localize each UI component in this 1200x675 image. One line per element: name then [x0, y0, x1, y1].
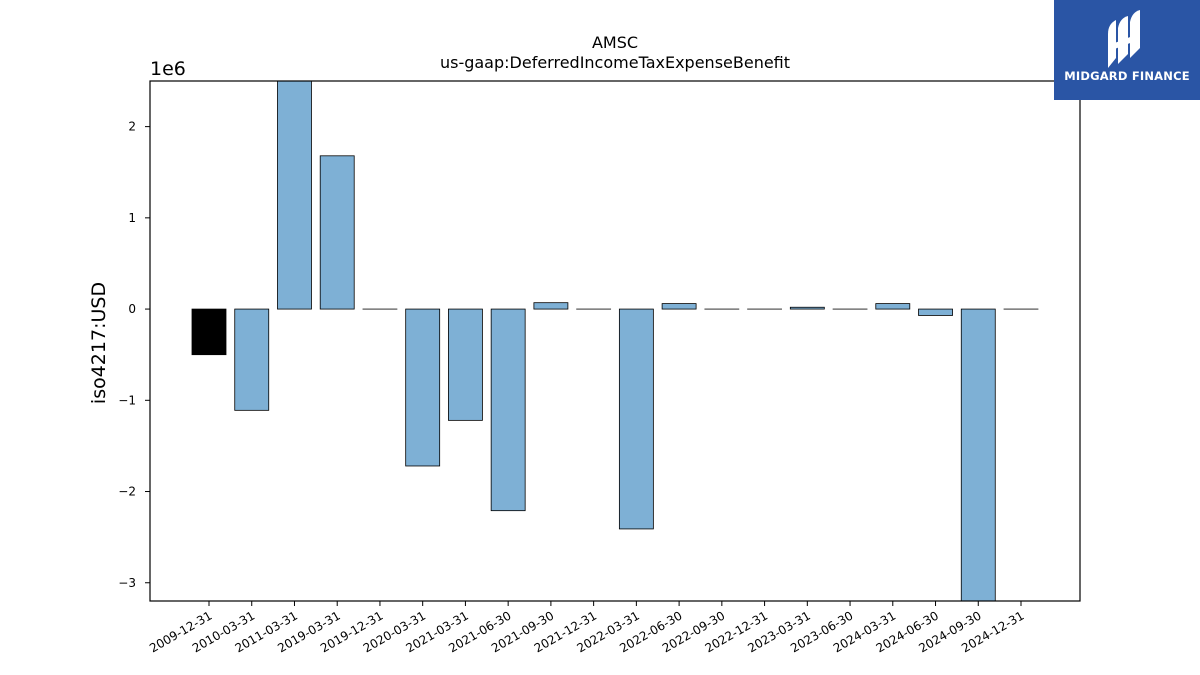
- bar-2010-03-31: [234, 308, 270, 411]
- chart-subtitle: us-gaap:DeferredIncomeTaxExpenseBenefit: [440, 53, 790, 72]
- bar-2023-03-31: [789, 306, 825, 310]
- bar-2024-03-31: [875, 303, 911, 310]
- bar-2024-06-30: [918, 308, 953, 316]
- bar-2021-06-30: [490, 308, 526, 512]
- bar-2021-09-30: [533, 302, 569, 310]
- y-scale-label: 1e6: [150, 58, 186, 80]
- bar-2009-12-31: [191, 308, 227, 356]
- bars-group: [191, 80, 1039, 602]
- y-axis-label: iso4217:USD: [88, 282, 110, 404]
- y-tick-label: 2: [128, 120, 136, 134]
- y-tick-label: 1: [128, 211, 136, 225]
- midgard-logo-icon: [1108, 10, 1140, 68]
- x-ticks-group: 2009-12-312010-03-312011-03-312019-03-31…: [147, 601, 1027, 655]
- bar-2022-06-30: [661, 303, 697, 310]
- y-tick-label: −1: [118, 393, 136, 407]
- chart-title: AMSC: [592, 33, 638, 52]
- bar-2021-03-31: [448, 308, 483, 421]
- y-tick-label: 0: [128, 302, 136, 316]
- watermark-text: MIDGARD FINANCE: [1064, 69, 1190, 83]
- bar-2020-03-31: [405, 308, 441, 467]
- watermark-logo: MIDGARD FINANCE: [1054, 0, 1200, 100]
- y-tick-label: −2: [118, 485, 136, 499]
- y-tick-label: −3: [118, 576, 136, 590]
- y-ticks-group: −3 −2 −1 0 1 2: [118, 120, 150, 590]
- bar-2022-03-31: [618, 308, 654, 530]
- bar-2024-09-30: [960, 308, 996, 602]
- bar-2019-03-31: [319, 155, 355, 310]
- plot-frame: [149, 80, 1081, 602]
- bar-2011-03-31: [277, 80, 312, 310]
